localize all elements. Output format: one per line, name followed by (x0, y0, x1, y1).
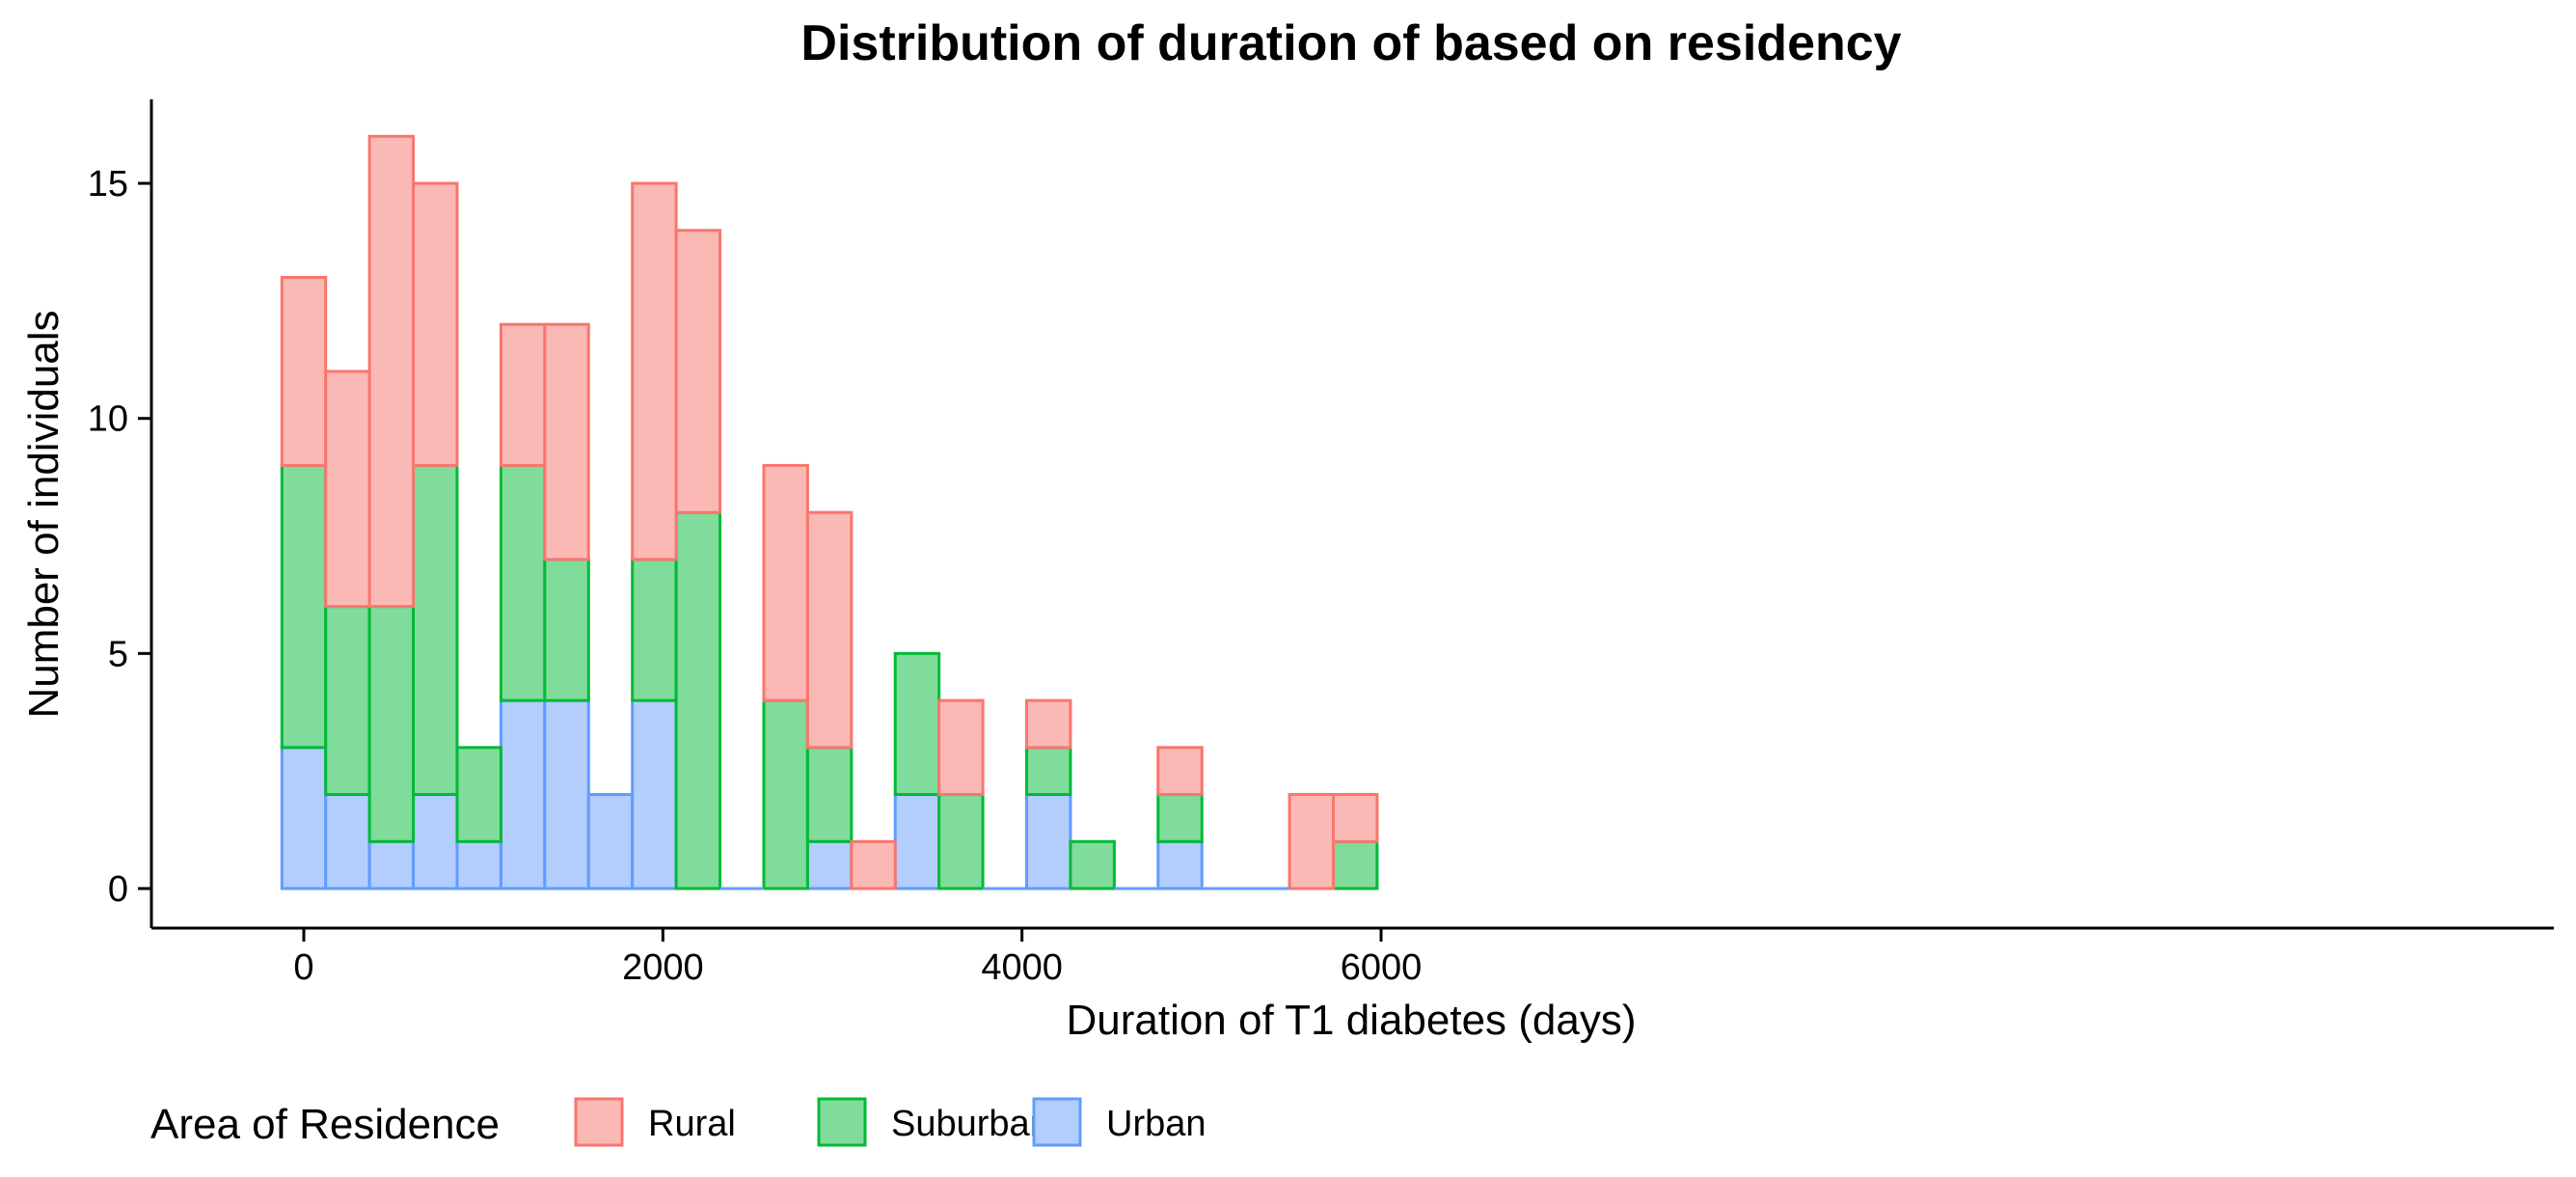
bar-suburban-bin-15 (937, 793, 985, 890)
bar-rural-bin-0 (280, 276, 328, 467)
bar-urban-bin-5 (499, 698, 547, 890)
x-tick-label: 0 (293, 947, 313, 988)
x-ticks: 0 2000 4000 6000 (293, 928, 1422, 988)
bar-rural-bin-17 (1025, 698, 1072, 750)
axes-layer (149, 99, 2554, 930)
legend-key-suburban (817, 1097, 867, 1147)
y-tick-label: 15 (88, 164, 128, 205)
legend-label-suburban: Suburban (891, 1104, 1050, 1144)
bar-suburban-bin-6 (543, 558, 590, 702)
bar-rural-bin-23 (1288, 793, 1335, 890)
x-tick-label: 6000 (1341, 947, 1423, 988)
bar-suburban-bin-20 (1156, 793, 1204, 843)
bar-urban-bin-12 (805, 839, 854, 890)
bar-urban-bin-1 (324, 793, 371, 890)
bar-rural-bin-12 (805, 510, 854, 750)
bar-rural-bin-3 (412, 181, 459, 467)
bars-layer (280, 134, 1379, 890)
y-ticks: 0 5 10 15 (88, 164, 151, 910)
bar-suburban-bin-11 (762, 698, 809, 890)
bar-urban-bin-14 (893, 793, 941, 890)
legend: Area of Residence Rural Suburban Urban (150, 1097, 1207, 1148)
legend-key-rural (574, 1097, 624, 1147)
bar-rural-bin-15 (937, 698, 985, 797)
y-axis-label: Number of individuals (20, 310, 68, 718)
bar-rural-bin-11 (762, 463, 809, 702)
bar-suburban-bin-24 (1331, 839, 1379, 890)
bar-rural-bin-2 (367, 134, 416, 609)
bar-rural-bin-5 (499, 322, 547, 467)
bar-rural-bin-6 (543, 322, 590, 561)
bar-urban-bin-0 (280, 746, 328, 890)
bar-urban-bin-6 (543, 698, 590, 890)
bar-urban-bin-7 (586, 793, 635, 890)
bar-urban-bin-2 (367, 839, 416, 890)
bar-suburban-bin-9 (674, 510, 722, 890)
x-tick-label: 2000 (622, 947, 704, 988)
bar-suburban-bin-3 (412, 463, 459, 797)
y-tick-label: 10 (88, 399, 128, 440)
bar-rural-bin-24 (1331, 793, 1379, 843)
bar-suburban-bin-1 (324, 605, 371, 797)
bar-suburban-bin-12 (805, 746, 854, 843)
x-axis-label: Duration of T1 diabetes (days) (1066, 997, 1636, 1044)
legend-title: Area of Residence (150, 1101, 500, 1148)
y-tick-label: 0 (108, 869, 128, 910)
bar-rural-bin-9 (674, 229, 722, 514)
bar-rural-bin-8 (631, 181, 678, 561)
bar-suburban-bin-4 (455, 746, 502, 843)
legend-label-rural: Rural (648, 1104, 736, 1144)
chart-title: Distribution of duration of based on res… (800, 15, 1901, 71)
bar-suburban-bin-8 (631, 558, 678, 702)
bar-urban-bin-17 (1025, 793, 1072, 890)
bar-suburban-bin-14 (893, 651, 941, 797)
x-tick-label: 4000 (981, 947, 1063, 988)
bar-urban-bin-4 (455, 839, 502, 890)
bar-rural-bin-20 (1156, 746, 1204, 797)
bar-urban-bin-8 (631, 698, 678, 890)
bar-urban-bin-20 (1156, 839, 1204, 890)
bar-suburban-bin-0 (280, 463, 328, 750)
legend-label-urban: Urban (1106, 1104, 1207, 1144)
bar-urban-bin-3 (412, 793, 459, 890)
bar-suburban-bin-17 (1025, 746, 1072, 797)
legend-key-urban (1032, 1097, 1082, 1147)
bar-rural-bin-13 (850, 839, 897, 890)
bar-suburban-bin-18 (1069, 839, 1116, 890)
bar-rural-bin-1 (324, 370, 371, 609)
y-tick-label: 5 (108, 634, 128, 674)
bar-suburban-bin-2 (367, 605, 416, 843)
bar-suburban-bin-5 (499, 463, 547, 702)
